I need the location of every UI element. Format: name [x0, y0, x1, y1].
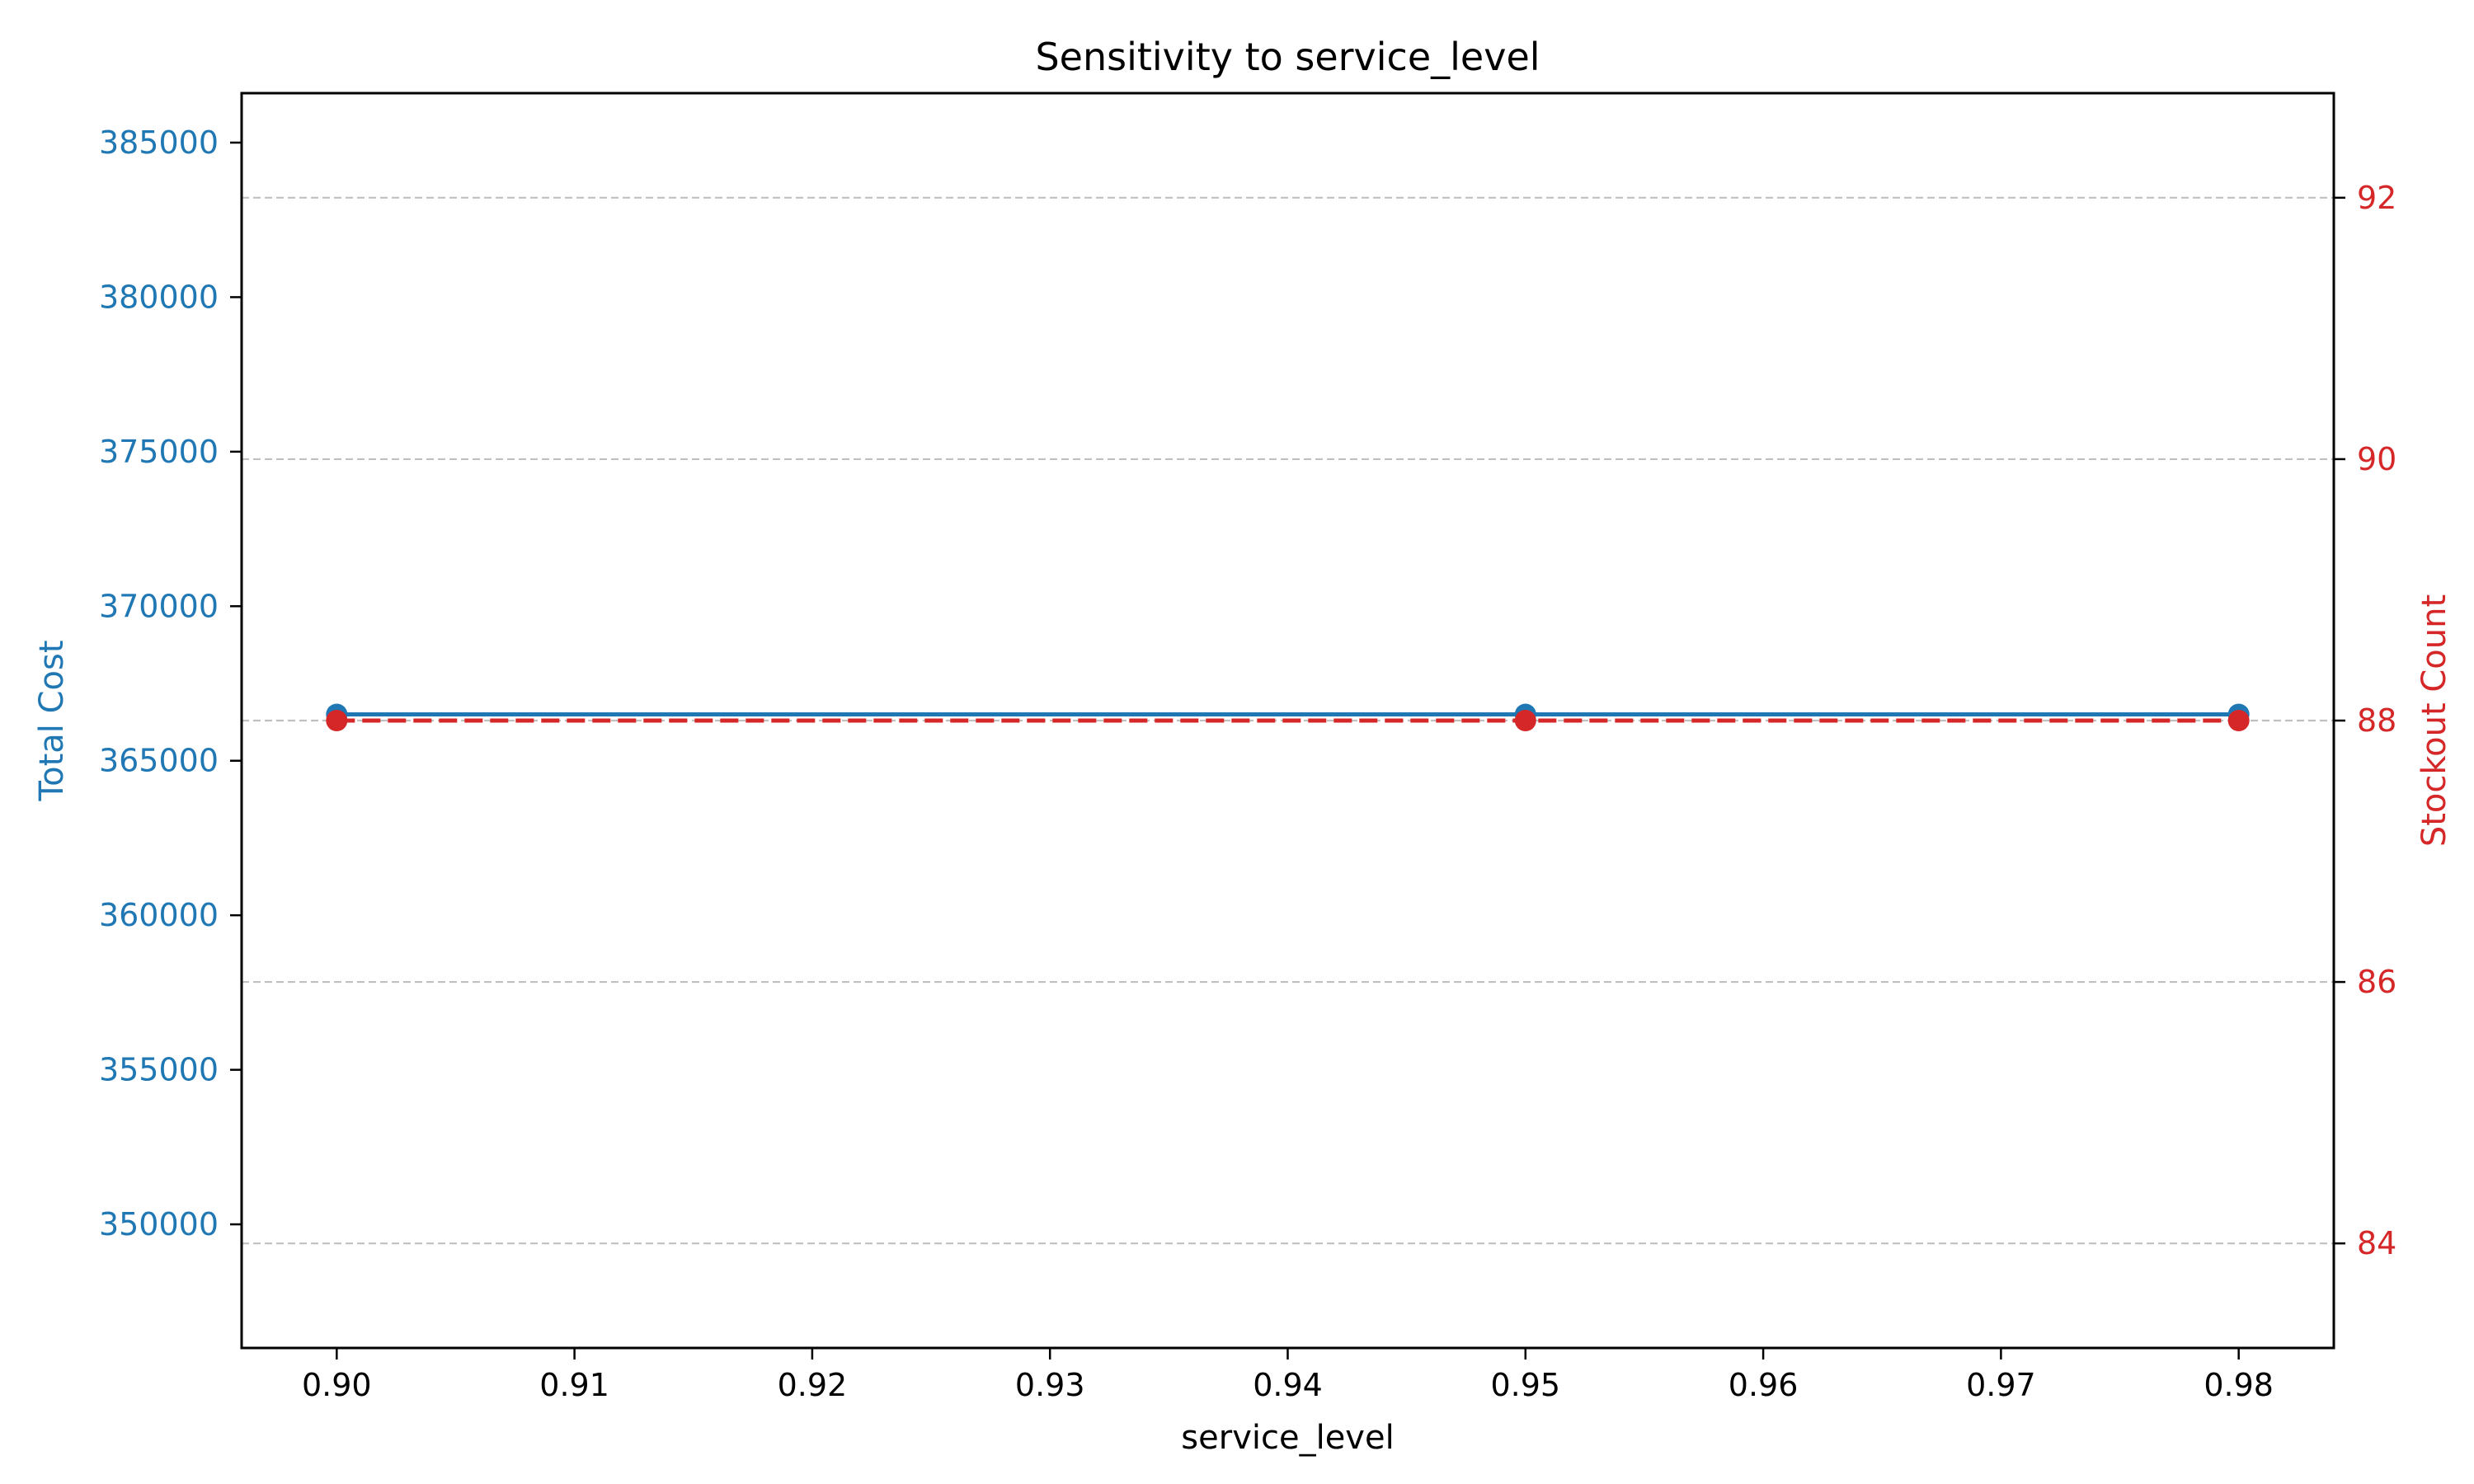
left-y-tick-label: 370000	[99, 588, 219, 624]
left-y-tick-label: 365000	[99, 743, 219, 779]
x-tick-label: 0.93	[1015, 1367, 1085, 1403]
series-layer	[326, 703, 2250, 731]
x-tick-label: 0.92	[778, 1367, 848, 1403]
x-tick-label: 0.97	[1966, 1367, 2036, 1403]
x-tick-label: 0.90	[302, 1367, 372, 1403]
x-tick-label: 0.96	[1729, 1367, 1799, 1403]
left-y-tick-label: 380000	[99, 279, 219, 315]
x-tick-label: 0.95	[1490, 1367, 1560, 1403]
stockout-count-point	[326, 710, 348, 731]
right-y-axis-title: Stockout Count	[2415, 594, 2453, 847]
x-axis-title: service_level	[1181, 1419, 1394, 1457]
right-y-tick-label: 90	[2357, 441, 2396, 477]
right-y-tick-label: 88	[2357, 702, 2396, 739]
right-y-tick-label: 86	[2357, 964, 2396, 1000]
x-tick-label: 0.94	[1253, 1367, 1323, 1403]
x-tick-label: 0.91	[539, 1367, 609, 1403]
stockout-count-point	[1514, 710, 1536, 731]
left-y-tick-label: 385000	[99, 124, 219, 161]
x-tick-label: 0.98	[2204, 1367, 2274, 1403]
axis-ticks: 0.90 0.91 0.92 0.93 0.94 0.95 0.96 0.97 0.98 3500…	[99, 124, 2396, 1403]
right-y-tick-label: 84	[2357, 1225, 2396, 1261]
chart-title: Sensitivity to service_level	[1035, 35, 1540, 79]
left-y-tick-label: 375000	[99, 434, 219, 470]
right-y-tick-label: 92	[2357, 180, 2396, 216]
left-y-tick-label: 355000	[99, 1052, 219, 1088]
left-y-axis-title: Total Cost	[33, 640, 71, 801]
left-y-tick-label: 350000	[99, 1206, 219, 1242]
left-y-tick-label: 360000	[99, 897, 219, 933]
stockout-count-point	[2227, 710, 2250, 731]
